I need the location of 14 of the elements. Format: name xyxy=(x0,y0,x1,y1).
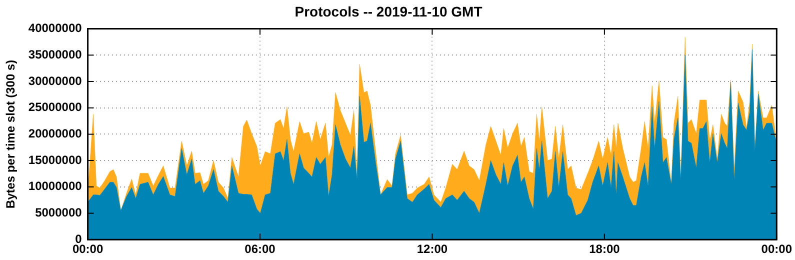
y-tick-label: 35000000 xyxy=(28,47,82,62)
y-axis-title: Bytes per time slot (300 s) xyxy=(4,60,18,209)
x-tick-label: 06:00 xyxy=(244,242,276,256)
y-tick-label: 15000000 xyxy=(28,152,82,167)
y-tick-label: 5000000 xyxy=(35,206,82,220)
y-tick-label: 20000000 xyxy=(28,126,82,141)
x-tick-label: 18:00 xyxy=(589,242,620,256)
chart-title: Protocols -- 2019-11-10 GMT xyxy=(294,3,483,20)
y-tick-label: 40000000 xyxy=(28,21,82,36)
x-tick-label: 12:00 xyxy=(416,242,448,256)
y-tick-label: 10000000 xyxy=(28,179,82,194)
x-tick-label: 00:00 xyxy=(761,242,792,256)
y-tick-label: 25000000 xyxy=(28,100,82,114)
y-tick-label: 30000000 xyxy=(28,74,82,88)
